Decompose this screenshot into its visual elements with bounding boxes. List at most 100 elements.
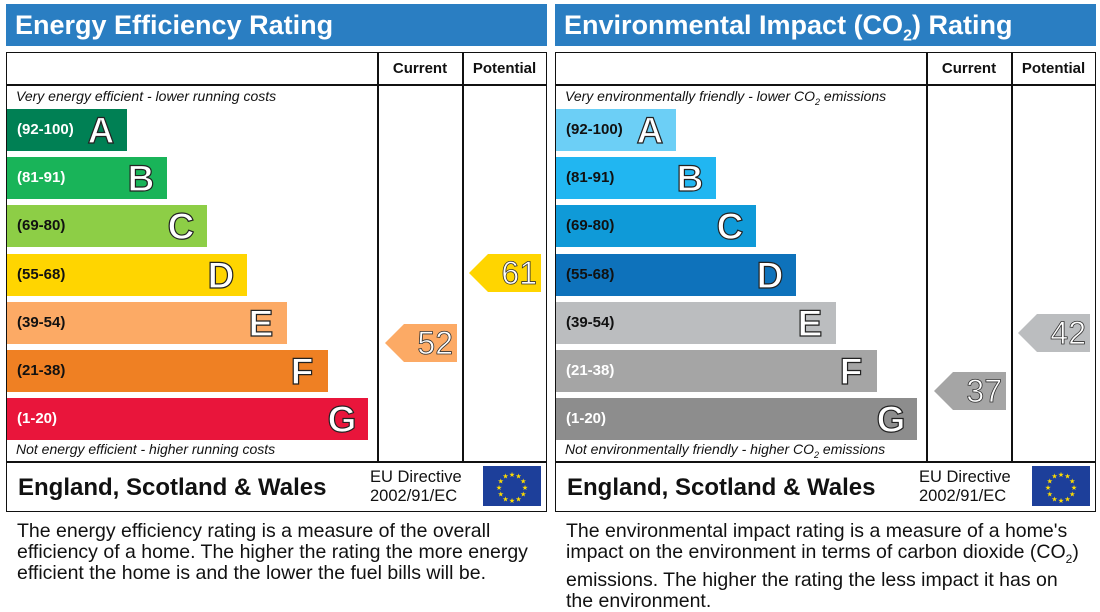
eu-directive: EU Directive 2002/91/EC <box>919 468 1011 505</box>
potential-rating-arrow: 42 <box>1018 313 1090 352</box>
band-letter: G <box>327 400 357 438</box>
band-a: (92-100) A <box>7 109 127 151</box>
energy-rating-chart: Current Potential Very energy efficient … <box>6 52 547 512</box>
band-range-label: (39-54) <box>17 313 66 331</box>
current-rating-arrow: 37 <box>934 372 1006 410</box>
svg-text:E: E <box>798 304 823 342</box>
svg-text:★: ★ <box>502 473 508 481</box>
svg-text:E: E <box>249 304 274 342</box>
svg-text:F: F <box>290 352 313 390</box>
band-letter: A <box>87 111 115 149</box>
top-note: Very energy efficient - lower running co… <box>16 88 277 104</box>
band-f: (21-38) F <box>556 350 877 392</box>
region-label: England, Scotland & Wales <box>18 474 327 501</box>
region-label: England, Scotland & Wales <box>567 474 876 501</box>
band-range-label: (69-80) <box>566 217 615 235</box>
svg-text:★: ★ <box>498 478 504 486</box>
band-letter: F <box>290 352 314 390</box>
band-b: (81-91) B <box>556 157 717 200</box>
band-range-label: (92-100) <box>566 121 623 138</box>
svg-text:★: ★ <box>498 491 504 499</box>
band-e: (39-54) E <box>556 301 837 344</box>
energy-description: The energy efficiency rating is a measur… <box>17 520 528 584</box>
svg-text:★: ★ <box>520 491 526 499</box>
band-range-label: (81-91) <box>566 169 615 187</box>
svg-text:F: F <box>839 352 862 390</box>
band-f: (21-38) F <box>7 350 328 392</box>
svg-text:★: ★ <box>1064 495 1070 503</box>
band-g: (1-20) G <box>7 398 368 441</box>
svg-text:★: ★ <box>1058 471 1064 479</box>
band-d: (55-68) D <box>7 253 248 296</box>
energy-efficiency-title: Energy Efficiency Rating <box>6 4 547 46</box>
svg-text:★: ★ <box>509 497 515 505</box>
top-note: Very environmentally friendly - lower CO… <box>565 88 887 107</box>
band-range-label: (69-80) <box>17 217 66 235</box>
svg-text:★: ★ <box>1045 484 1051 492</box>
band-range-label: (21-38) <box>566 362 615 379</box>
current-column-header: Current <box>392 60 448 77</box>
svg-text:G: G <box>876 400 905 438</box>
eu-flag-icon: ★ ★ ★ ★ ★ ★ ★ ★ ★ ★ ★ ★ <box>483 466 541 506</box>
current-column-header: Current <box>941 60 997 77</box>
eu-directive: EU Directive 2002/91/EC <box>370 468 462 505</box>
potential-column-header: Potential <box>472 60 537 77</box>
band-letter: B <box>676 159 704 197</box>
band-c: (69-80) C <box>7 205 208 248</box>
svg-text:★: ★ <box>1051 473 1057 481</box>
svg-text:★: ★ <box>515 495 521 503</box>
energy-efficiency-panel: Energy Efficiency Rating Current Potenti… <box>6 0 550 612</box>
svg-text:★: ★ <box>520 478 526 486</box>
environmental-description: The environmental impact rating is a mea… <box>566 520 1079 612</box>
band-letter: D <box>756 256 784 294</box>
eu-flag-icon: ★ ★ ★ ★ ★ ★ ★ ★ ★ ★ ★ ★ <box>1032 466 1090 506</box>
band-letter: D <box>207 256 235 294</box>
band-c: (69-80) C <box>556 205 757 248</box>
svg-text:★: ★ <box>1051 495 1057 503</box>
svg-text:★: ★ <box>496 484 502 492</box>
bottom-note: Not energy efficient - higher running co… <box>16 441 276 457</box>
band-b: (81-91) B <box>7 157 168 200</box>
environmental-impact-title: Environmental Impact (CO2) Rating <box>555 4 1096 46</box>
svg-text:G: G <box>327 400 356 438</box>
bottom-note: Not environmentally friendly - higher CO… <box>565 441 886 460</box>
band-range-label: (21-38) <box>17 362 66 379</box>
band-range-label: (92-100) <box>17 121 74 138</box>
svg-text:B: B <box>677 159 704 197</box>
band-range-label: (1-20) <box>566 410 607 428</box>
svg-text:52: 52 <box>417 325 453 361</box>
band-range-label: (55-68) <box>17 265 66 283</box>
svg-text:C: C <box>717 207 744 245</box>
svg-text:★: ★ <box>522 484 528 492</box>
band-range-label: (55-68) <box>566 265 615 283</box>
potential-column-header: Potential <box>1021 60 1086 77</box>
svg-text:★: ★ <box>1064 473 1070 481</box>
svg-text:★: ★ <box>1069 478 1075 486</box>
band-e: (39-54) E <box>7 301 288 344</box>
svg-text:★: ★ <box>1069 491 1075 499</box>
current-rating-arrow: 52 <box>385 323 457 362</box>
band-letter: C <box>167 207 195 245</box>
svg-text:★: ★ <box>1047 491 1053 499</box>
band-letter: C <box>716 207 744 245</box>
svg-text:★: ★ <box>1047 478 1053 486</box>
band-range-label: (1-20) <box>17 410 58 428</box>
svg-text:★: ★ <box>509 471 515 479</box>
band-g: (1-20) G <box>556 398 917 441</box>
svg-text:★: ★ <box>1058 497 1064 505</box>
svg-text:42: 42 <box>1050 315 1086 351</box>
svg-text:A: A <box>637 111 664 149</box>
band-letter: E <box>248 304 274 342</box>
svg-text:★: ★ <box>515 473 521 481</box>
svg-text:C: C <box>168 207 195 245</box>
svg-text:B: B <box>128 159 155 197</box>
svg-text:★: ★ <box>1071 484 1077 492</box>
svg-text:D: D <box>757 256 784 294</box>
band-d: (55-68) D <box>556 253 797 296</box>
band-letter: G <box>876 400 906 438</box>
band-range-label: (39-54) <box>566 313 615 331</box>
svg-text:D: D <box>208 256 235 294</box>
band-letter: E <box>797 304 823 342</box>
svg-text:37: 37 <box>966 373 1002 409</box>
band-a: (92-100) A <box>556 109 676 151</box>
